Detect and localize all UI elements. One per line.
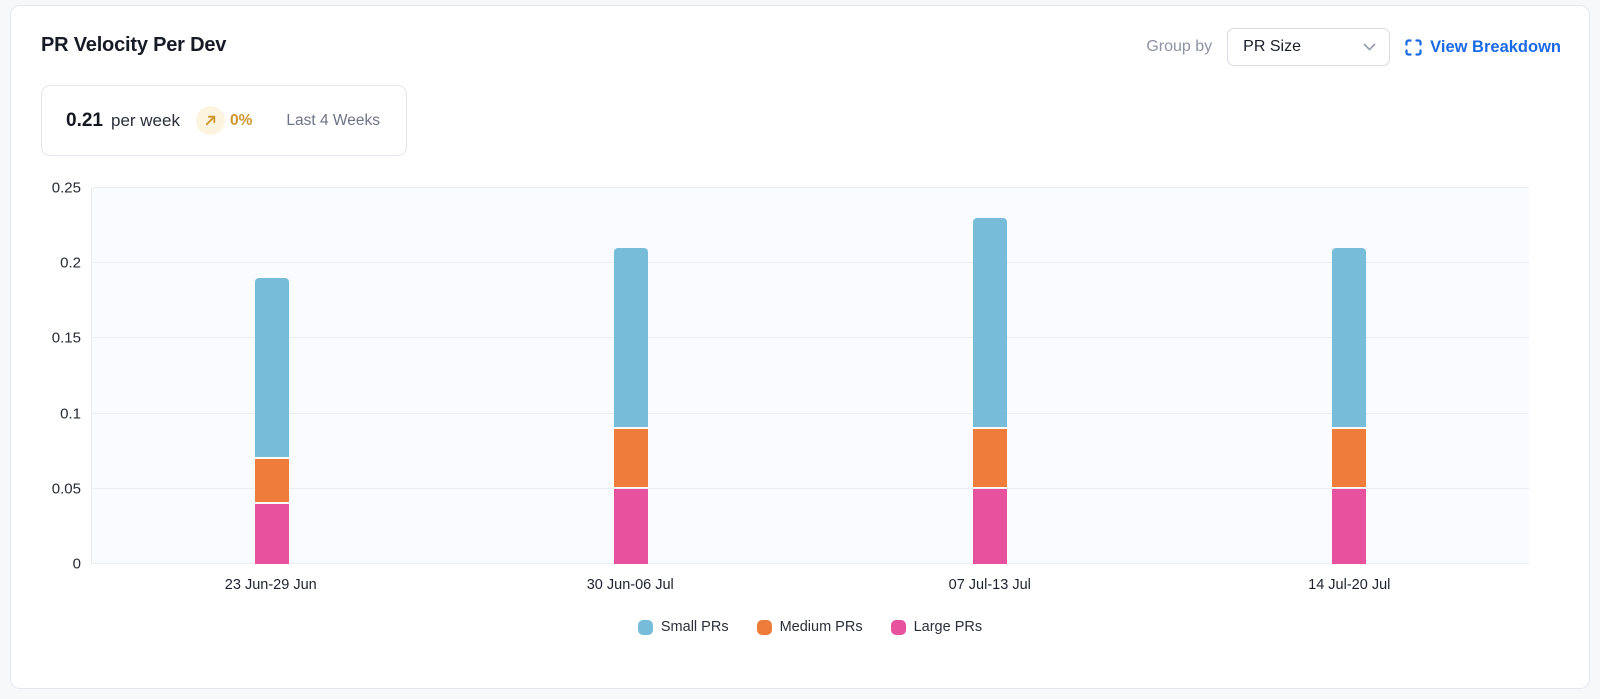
arrow-up-right-icon (195, 106, 225, 135)
bar-segment-large-prs-07-jul-13-jul[interactable] (973, 488, 1008, 564)
y-tick-label: 0.1 (60, 405, 81, 423)
view-breakdown-label: View Breakdown (1430, 37, 1561, 56)
trend-percentage: 0% (229, 111, 253, 129)
y-tick-label: 0.05 (51, 480, 81, 498)
legend-marker-icon (756, 619, 772, 635)
legend-label: Large PRs (913, 619, 983, 635)
gridline (92, 337, 1529, 339)
chart-legend: Small PRs Medium PRs Large PRs (91, 619, 1529, 635)
pr-velocity-card: PR Velocity Per Dev Group by PR Size Vie… (10, 5, 1590, 689)
bar-segment-large-prs-23-jun-29-jun[interactable] (254, 503, 289, 564)
y-tick-label: 0.2 (60, 254, 81, 272)
x-axis: 23 Jun-29 Jun 30 Jun-06 Jul 07 Jul-13 Jul 1… (91, 577, 1529, 597)
y-tick-label: 0.25 (51, 179, 81, 197)
gridline (92, 487, 1529, 489)
bar-segment-medium-prs-30-jun-06-jul[interactable] (613, 428, 648, 487)
x-tick-label: 30 Jun-06 Jul (586, 577, 674, 593)
group-by-label: Group by (1146, 38, 1213, 55)
bar-segment-medium-prs-07-jul-13-jul[interactable] (973, 428, 1008, 487)
legend-item-small-prs[interactable]: Small PRs (637, 619, 729, 635)
gridline (92, 262, 1529, 264)
trend-indicator: 0% (195, 106, 253, 135)
y-tick-label: 0.15 (51, 329, 81, 347)
plot-area (91, 187, 1529, 564)
stat-value: 0.21 (66, 109, 103, 131)
y-axis: 0 0.05 0.1 0.15 0.2 0.25 (11, 181, 81, 572)
gridline (92, 563, 1529, 564)
x-tick-label: 14 Jul-20 Jul (1308, 577, 1391, 593)
bar-segment-small-prs-30-jun-06-jul[interactable] (613, 248, 648, 427)
view-breakdown-button[interactable]: View Breakdown (1405, 38, 1561, 57)
bar-segment-small-prs-23-jun-29-jun[interactable] (254, 278, 289, 457)
legend-marker-icon (890, 619, 906, 635)
legend-marker-icon (637, 619, 653, 635)
bar-segment-large-prs-30-jun-06-jul[interactable] (613, 488, 648, 564)
chevron-down-icon (1363, 43, 1376, 52)
header-controls: Group by PR Size View Breakdown (1146, 27, 1561, 67)
gridline (92, 187, 1529, 188)
legend-label: Small PRs (660, 619, 729, 635)
summary-stat-card: 0.21 per week 0% Last 4 Weeks (41, 85, 407, 156)
stat-unit: per week (110, 110, 180, 130)
expand-icon (1405, 38, 1422, 56)
bar-segment-medium-prs-23-jun-29-jun[interactable] (254, 458, 289, 502)
legend-item-large-prs[interactable]: Large PRs (890, 619, 983, 635)
page-title: PR Velocity Per Dev (41, 34, 227, 56)
legend-label: Medium PRs (779, 619, 863, 635)
bar-segment-large-prs-14-jul-20-jul[interactable] (1332, 488, 1367, 564)
group-by-select[interactable]: PR Size (1227, 28, 1391, 66)
bar-segment-small-prs-14-jul-20-jul[interactable] (1332, 248, 1367, 427)
y-tick-label: 0 (72, 555, 81, 573)
stat-period: Last 4 Weeks (286, 111, 380, 129)
group-by-selected-value: PR Size (1243, 38, 1301, 55)
gridline (92, 412, 1529, 414)
x-tick-label: 23 Jun-29 Jun (224, 577, 317, 593)
bar-segment-medium-prs-14-jul-20-jul[interactable] (1332, 428, 1367, 487)
bar-segment-small-prs-07-jul-13-jul[interactable] (973, 218, 1008, 427)
x-tick-label: 07 Jul-13 Jul (948, 577, 1031, 593)
legend-item-medium-prs[interactable]: Medium PRs (756, 619, 863, 635)
